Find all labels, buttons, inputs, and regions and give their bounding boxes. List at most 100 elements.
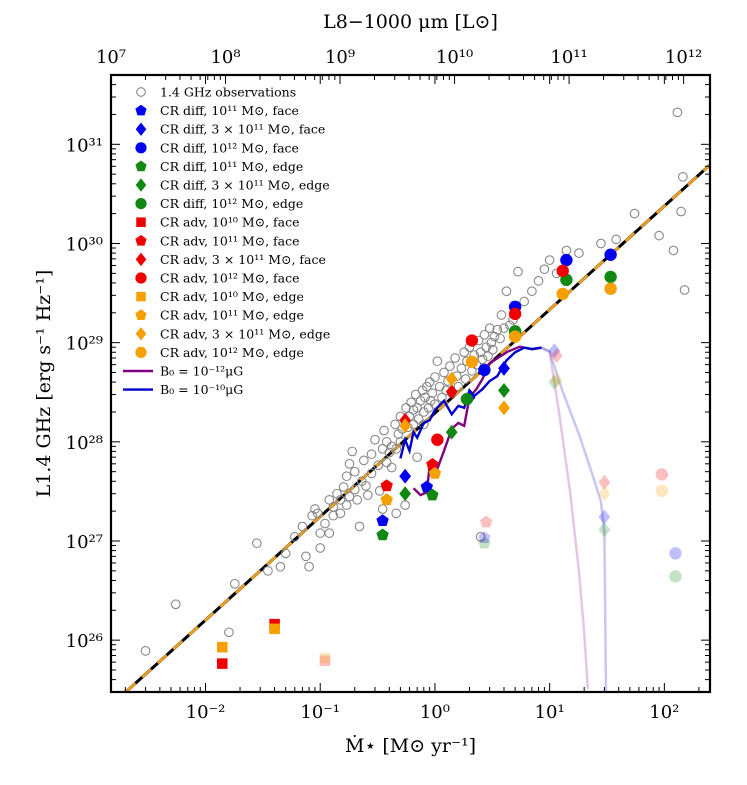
- legend-marker: [135, 178, 147, 192]
- observation-point: [439, 367, 449, 378]
- faded-sim-point: [669, 547, 682, 560]
- observation-point: [229, 578, 240, 589]
- observation-point: [561, 245, 572, 256]
- observation-point: [328, 510, 339, 521]
- observation-point: [301, 551, 311, 562]
- faded-sim-point: [550, 348, 563, 364]
- sim-point: [498, 382, 510, 398]
- observation-point: [251, 538, 262, 549]
- legend-label: CR adv, 10¹¹ M⊙, face: [160, 233, 300, 248]
- observation-point: [533, 275, 544, 286]
- faded-sim-point: [319, 652, 331, 664]
- observation-point: [358, 455, 369, 466]
- y-tick-label: 10²⁹: [66, 334, 103, 355]
- top-tick-label: 10⁹: [325, 47, 355, 68]
- y-tick-label: 10³⁰: [66, 234, 103, 255]
- observation-point: [499, 323, 509, 334]
- sim-point: [508, 307, 522, 321]
- observation-point: [335, 494, 346, 505]
- observation-point: [654, 230, 664, 241]
- observation-point: [475, 347, 486, 358]
- x-axis-label: Ṁ⋆ [M⊙ yr⁻¹]: [345, 734, 476, 757]
- observation-point: [224, 627, 234, 638]
- faded-sim-point: [598, 509, 611, 525]
- faded-sim-point: [598, 474, 611, 490]
- observation-point: [400, 500, 410, 510]
- observation-point: [354, 521, 365, 532]
- observation-point: [401, 403, 411, 413]
- sim-point: [460, 392, 474, 406]
- faded-sim-point: [478, 531, 491, 543]
- sim-point: [465, 334, 479, 347]
- sim-point: [380, 479, 393, 492]
- observation-point: [519, 296, 530, 307]
- sim-point: [376, 514, 389, 526]
- observation-point: [140, 645, 151, 656]
- sim-point: [445, 424, 458, 440]
- observation-point: [263, 565, 273, 576]
- observation-point: [489, 331, 500, 342]
- legend-label: 1.4 GHz observations: [160, 85, 296, 100]
- observation-point: [349, 466, 360, 477]
- observation-point: [280, 548, 291, 559]
- legend-label: B₀ = 10⁻¹⁰μG: [160, 382, 243, 397]
- sim-point: [399, 418, 412, 434]
- observation-point: [361, 480, 371, 491]
- sim-point: [604, 270, 617, 284]
- observation-point: [362, 490, 373, 500]
- sim-point: [217, 658, 228, 669]
- observation-point: [672, 107, 683, 118]
- legend: 1.4 GHz observations CR diff, 10¹¹ M⊙, fa…: [123, 85, 330, 397]
- observation-point: [381, 436, 392, 447]
- legend-marker: [136, 217, 146, 227]
- observation-point: [420, 392, 430, 403]
- faded-sim-point: [655, 468, 668, 481]
- observation-point: [379, 425, 389, 436]
- sim-point: [269, 623, 280, 635]
- faded-sim-point: [478, 536, 491, 549]
- plot-area: [123, 107, 710, 692]
- observation-point: [483, 351, 493, 362]
- legend-marker: [135, 104, 147, 116]
- observation-point: [484, 323, 495, 334]
- legend-marker: [136, 291, 146, 302]
- observation-point: [366, 449, 377, 460]
- observation-point: [297, 521, 308, 532]
- plot-frame: [109, 73, 712, 694]
- legend-label: CR adv, 10¹² M⊙, face: [160, 271, 300, 286]
- legend-label: CR diff, 10¹¹ M⊙, face: [160, 103, 299, 118]
- observation-point: [486, 337, 497, 348]
- sim-point: [445, 384, 458, 400]
- sim-point: [556, 287, 569, 301]
- sim-point: [508, 330, 522, 343]
- faded-sim-point: [598, 486, 611, 502]
- y-tick-label: 10²⁷: [66, 532, 103, 553]
- observation-point: [434, 381, 445, 392]
- legend-marker: [136, 87, 146, 97]
- observation-point: [391, 443, 402, 454]
- observation-point: [460, 374, 471, 384]
- observation-point: [338, 482, 349, 492]
- x-tick-label: 10⁻²: [186, 702, 226, 723]
- faded-sim-point: [669, 570, 682, 583]
- faded-sim-point: [319, 655, 331, 667]
- legend-label: CR diff, 3 × 10¹¹ M⊙, edge: [160, 178, 330, 193]
- observation-point: [574, 248, 584, 258]
- observation-point: [544, 255, 555, 265]
- observation-point: [501, 286, 512, 297]
- observation-point: [496, 310, 507, 320]
- observation-point: [275, 561, 286, 572]
- observation-point: [341, 471, 352, 482]
- observation-point: [629, 208, 640, 219]
- axes: 10⁻² 10⁻¹ 10⁰ 10¹ 10² 10²⁶ 10²⁷ 10²⁸ 10²⁹ 10³⁰ 10³…: [66, 47, 710, 723]
- top-tick-label: 10⁸: [210, 47, 240, 68]
- legend-label: CR adv, 10¹⁰ M⊙, face: [160, 215, 300, 230]
- legend-label: CR adv, 3 × 10¹¹ M⊙, face: [160, 252, 326, 267]
- sim-point: [560, 253, 573, 267]
- observation-point: [366, 468, 377, 479]
- observation-point: [413, 414, 424, 424]
- faded-sim-point: [550, 372, 563, 388]
- observation-point: [170, 599, 181, 610]
- legend-marker: [135, 346, 147, 358]
